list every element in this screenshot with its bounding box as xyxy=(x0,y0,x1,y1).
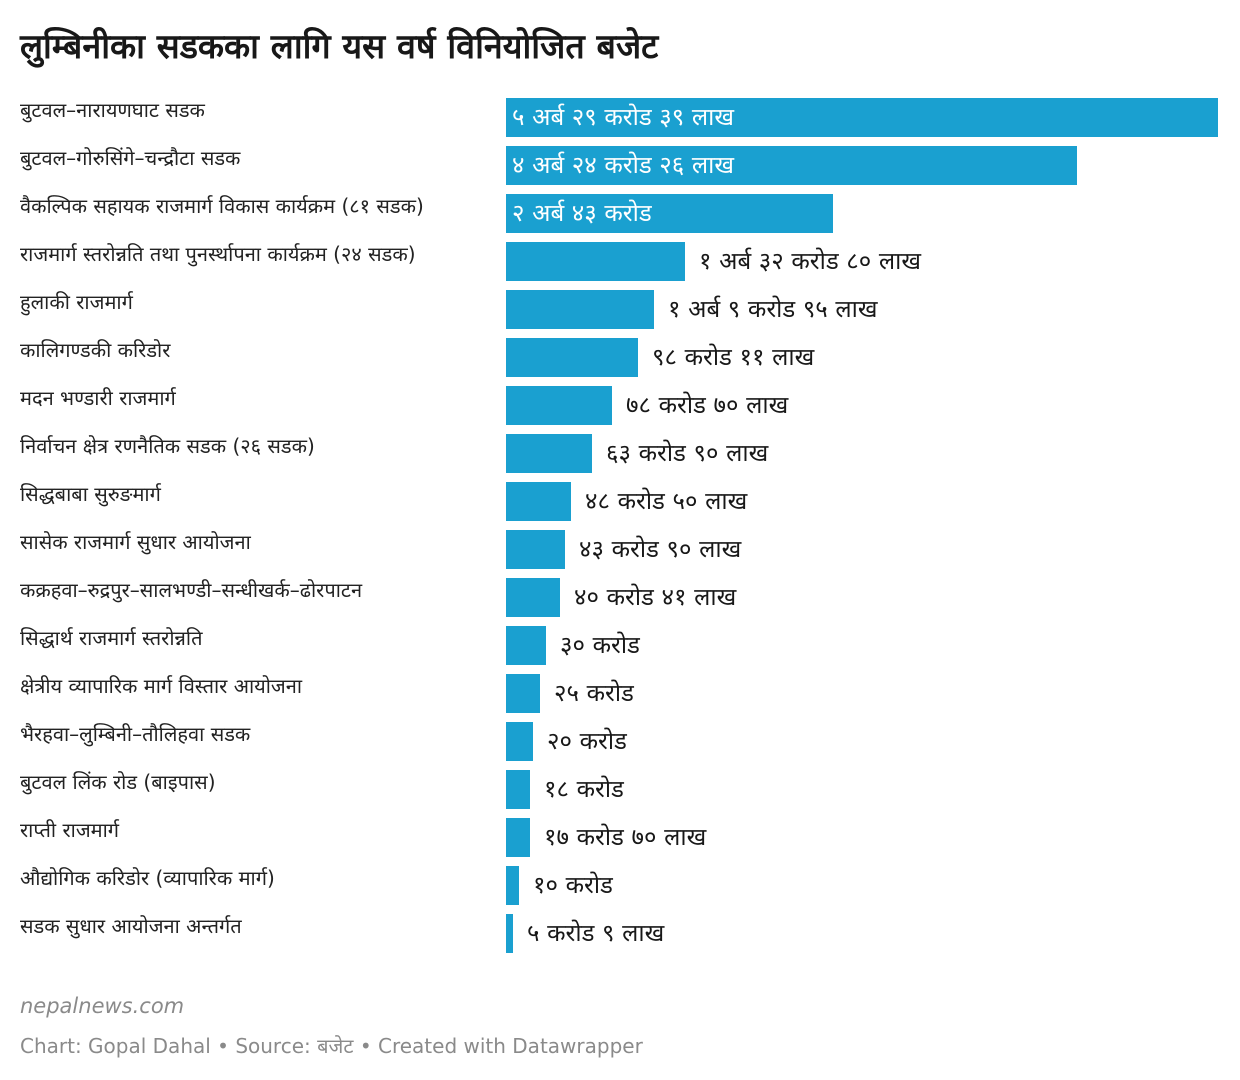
bar xyxy=(506,530,565,569)
bar xyxy=(506,722,533,761)
value-label: १० करोड xyxy=(533,871,613,899)
bar xyxy=(506,578,560,617)
bar-row: कक्रहवा–रुद्रपुर–सालभण्डी–सन्धीखर्क–ढोरप… xyxy=(0,570,1240,618)
bar xyxy=(506,98,1218,137)
value-label: ५ अर्ब २९ करोड ३९ लाख xyxy=(512,103,735,131)
bar xyxy=(506,338,638,377)
category-label: बुटवल–गोरुसिंगे–चन्द्रौटा सडक xyxy=(20,146,241,170)
bar xyxy=(506,146,1077,185)
chart-title: लुम्बिनीका सडकका लागि यस वर्ष विनियोजित … xyxy=(20,27,659,67)
category-label: राजमार्ग स्तरोन्नति तथा पुनर्स्थापना कार… xyxy=(20,242,416,266)
bar-row: क्षेत्रीय व्यापारिक मार्ग विस्तार आयोजना… xyxy=(0,666,1240,714)
bar-row: बुटवल लिंक रोड (बाइपास) १८ करोड xyxy=(0,762,1240,810)
bar xyxy=(506,482,571,521)
category-label: बुटवल लिंक रोड (बाइपास) xyxy=(20,770,216,794)
chart-footer: Chart: Gopal Dahal • Source: बजेट • Crea… xyxy=(20,1032,643,1059)
bar-row: भैरहवा–लुम्बिनी–तौलिहवा सडक २० करोड xyxy=(0,714,1240,762)
footer-separator: • xyxy=(217,1034,229,1058)
value-label: ९८ करोड ११ लाख xyxy=(652,343,815,371)
value-label: २ अर्ब ४३ करोड xyxy=(512,199,652,227)
bar xyxy=(506,674,540,713)
bar-row: बुटवल–गोरुसिंगे–चन्द्रौटा सडक ४ अर्ब २४ क… xyxy=(0,138,1240,186)
value-label: ६३ करोड ९० लाख xyxy=(606,439,769,467)
bar xyxy=(506,818,530,857)
category-label: सासेक राजमार्ग सुधार आयोजना xyxy=(20,530,251,554)
bar xyxy=(506,386,612,425)
category-label: क्षेत्रीय व्यापारिक मार्ग विस्तार आयोजना xyxy=(20,674,303,698)
category-label: औद्योगिक करिडोर (व्यापारिक मार्ग) xyxy=(20,866,275,890)
bar-row: सिद्धबाबा सुरुङमार्ग ४८ करोड ५० लाख xyxy=(0,474,1240,522)
footer-tool: Created with Datawrapper xyxy=(377,1034,643,1058)
category-label: वैकल्पिक सहायक राजमार्ग विकास कार्यक्रम … xyxy=(20,194,424,218)
value-label: १ अर्ब ३२ करोड ८० लाख xyxy=(699,247,922,275)
bar-row: वैकल्पिक सहायक राजमार्ग विकास कार्यक्रम … xyxy=(0,186,1240,234)
category-label: बुटवल–नारायणघाट सडक xyxy=(20,98,205,122)
bar-row: हुलाकी राजमार्ग १ अर्ब ९ करोड ९५ लाख xyxy=(0,282,1240,330)
category-label: सडक सुधार आयोजना अन्तर्गत xyxy=(20,914,242,938)
bar xyxy=(506,194,833,233)
bar-row: कालिगण्डकी करिडोर ९८ करोड ११ लाख xyxy=(0,330,1240,378)
bar-row: सासेक राजमार्ग सुधार आयोजना ४३ करोड ९० ला… xyxy=(0,522,1240,570)
category-label: भैरहवा–लुम्बिनी–तौलिहवा सडक xyxy=(20,722,251,746)
category-label: मदन भण्डारी राजमार्ग xyxy=(20,386,176,410)
branding: nepalnews.com xyxy=(20,994,185,1018)
category-label: सिद्धबाबा सुरुङमार्ग xyxy=(20,482,161,506)
value-label: ५ करोड ९ लाख xyxy=(527,919,665,947)
bar xyxy=(506,242,685,281)
category-label: निर्वाचन क्षेत्र रणनैतिक सडक (२६ सडक) xyxy=(20,434,315,458)
category-label: सिद्धार्थ राजमार्ग स्तरोन्नति xyxy=(20,626,203,650)
value-label: १८ करोड xyxy=(544,775,624,803)
category-label: कालिगण्डकी करिडोर xyxy=(20,338,171,362)
value-label: २० करोड xyxy=(547,727,627,755)
bar-row: सडक सुधार आयोजना अन्तर्गत ५ करोड ९ लाख xyxy=(0,906,1240,954)
bar-row: औद्योगिक करिडोर (व्यापारिक मार्ग) १० करोड xyxy=(0,858,1240,906)
bar-row: निर्वाचन क्षेत्र रणनैतिक सडक (२६ सडक) ६३ … xyxy=(0,426,1240,474)
footer-credit: Chart: Gopal Dahal xyxy=(20,1034,211,1058)
bar xyxy=(506,626,546,665)
footer-source: Source: बजेट xyxy=(235,1034,354,1058)
bar xyxy=(506,866,519,905)
category-label: हुलाकी राजमार्ग xyxy=(20,290,133,314)
bar xyxy=(506,434,592,473)
bar-row: मदन भण्डारी राजमार्ग ७८ करोड ७० लाख xyxy=(0,378,1240,426)
value-label: ४३ करोड ९० लाख xyxy=(579,535,742,563)
footer-separator: • xyxy=(359,1034,372,1058)
bar-row: बुटवल–नारायणघाट सडक ५ अर्ब २९ करोड ३९ लाख xyxy=(0,90,1240,138)
bar-row: राप्ती राजमार्ग १७ करोड ७० लाख xyxy=(0,810,1240,858)
bar-chart: बुटवल–नारायणघाट सडक ५ अर्ब २९ करोड ३९ लाख… xyxy=(0,90,1240,970)
category-label: कक्रहवा–रुद्रपुर–सालभण्डी–सन्धीखर्क–ढोरप… xyxy=(20,578,363,602)
value-label: ७८ करोड ७० लाख xyxy=(626,391,789,419)
value-label: ४ अर्ब २४ करोड २६ लाख xyxy=(512,151,735,179)
bar xyxy=(506,914,513,953)
bar xyxy=(506,290,654,329)
value-label: २५ करोड xyxy=(554,679,634,707)
category-label: राप्ती राजमार्ग xyxy=(20,818,120,842)
bar xyxy=(506,770,530,809)
bar-row: राजमार्ग स्तरोन्नति तथा पुनर्स्थापना कार… xyxy=(0,234,1240,282)
bar-row: सिद्धार्थ राजमार्ग स्तरोन्नति ३० करोड xyxy=(0,618,1240,666)
value-label: ३० करोड xyxy=(560,631,640,659)
value-label: १ अर्ब ९ करोड ९५ लाख xyxy=(668,295,878,323)
value-label: ४० करोड ४१ लाख xyxy=(574,583,737,611)
value-label: १७ करोड ७० लाख xyxy=(544,823,707,851)
value-label: ४८ करोड ५० लाख xyxy=(585,487,748,515)
